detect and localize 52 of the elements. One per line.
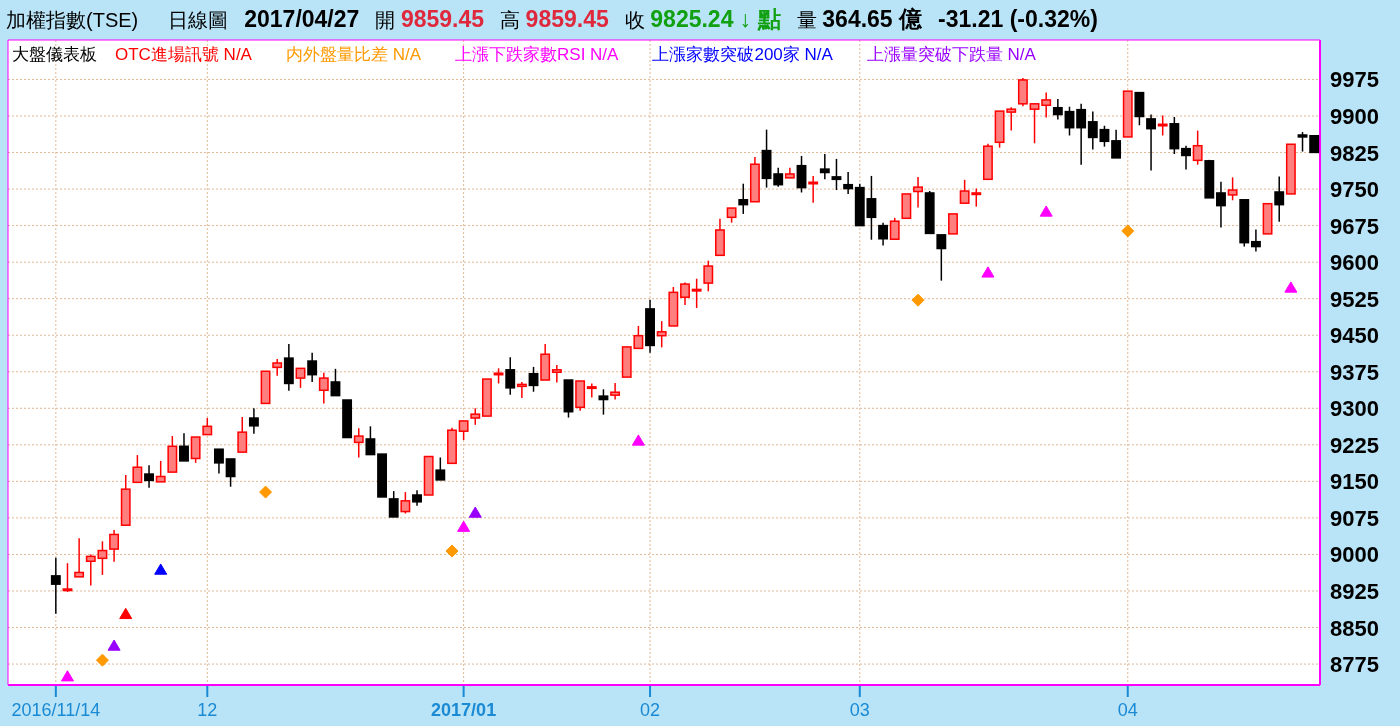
y-tick-label: 8850 (1330, 615, 1379, 641)
text: OTC進場訊號 N/A (115, 45, 253, 64)
point (119, 607, 133, 620)
point (457, 520, 471, 532)
y-tick-label: 9075 (1330, 505, 1379, 531)
point (981, 266, 995, 278)
text: 内外盤量比差 N/A (285, 45, 422, 64)
point (1121, 224, 1135, 238)
point (1284, 281, 1298, 293)
text: 上漲下跌家數RSI N/A (455, 45, 620, 64)
point (154, 563, 168, 575)
y-tick-label: 9825 (1330, 140, 1379, 166)
y-tick-label: 9750 (1330, 177, 1379, 203)
x-tick-label: 2017/01 (431, 700, 497, 720)
x-tick-label: 12 (197, 700, 218, 720)
y-tick-label: 8925 (1330, 578, 1379, 604)
y-tick-label: 9450 (1330, 323, 1379, 349)
point (1039, 205, 1053, 217)
y-tick-label: 8775 (1330, 652, 1379, 678)
text: 量 364.65 億 (796, 6, 924, 32)
y-tick-label: 9225 (1330, 432, 1379, 458)
y-tick-label: 9000 (1330, 542, 1379, 568)
y-tick-label: 9600 (1330, 250, 1379, 276)
point (107, 639, 121, 651)
text: 開 9859.45 (375, 6, 485, 32)
text: 上漲量突破下跌量 N/A (866, 45, 1037, 64)
point (468, 506, 482, 518)
x-tick-label: 03 (849, 700, 870, 720)
text: 收 9825.24 ↓ 點 (624, 6, 781, 32)
y-tick-label: 9375 (1330, 359, 1379, 385)
chart-subtitle: 日線圖 (168, 9, 229, 31)
point (60, 670, 74, 682)
x-tick-label: 02 (640, 700, 661, 720)
y-tick-label: 9525 (1330, 286, 1379, 312)
x-tick-label: 04 (1117, 700, 1138, 720)
text: 高 9859.45 (500, 6, 609, 32)
y-tick-label: 9675 (1330, 213, 1379, 239)
y-tick-label: 9150 (1330, 469, 1379, 495)
point (95, 653, 109, 667)
text: 2017/04/27 (244, 6, 360, 32)
point (445, 544, 459, 558)
text: -31.21 (-0.32%) (938, 6, 1098, 32)
legend-title: 大盤儀表板 (12, 45, 97, 64)
point (259, 485, 273, 499)
point (911, 293, 925, 307)
x-tick-label: 2016/11/14 (11, 700, 101, 720)
y-tick-label: 9300 (1330, 396, 1379, 422)
chart-title: 加權指數(TSE) (6, 9, 139, 31)
y-tick-label: 9975 (1330, 67, 1379, 93)
point (631, 434, 645, 446)
y-tick-label: 9900 (1330, 104, 1379, 129)
text: 上漲家數突破200家 N/A (652, 45, 834, 64)
